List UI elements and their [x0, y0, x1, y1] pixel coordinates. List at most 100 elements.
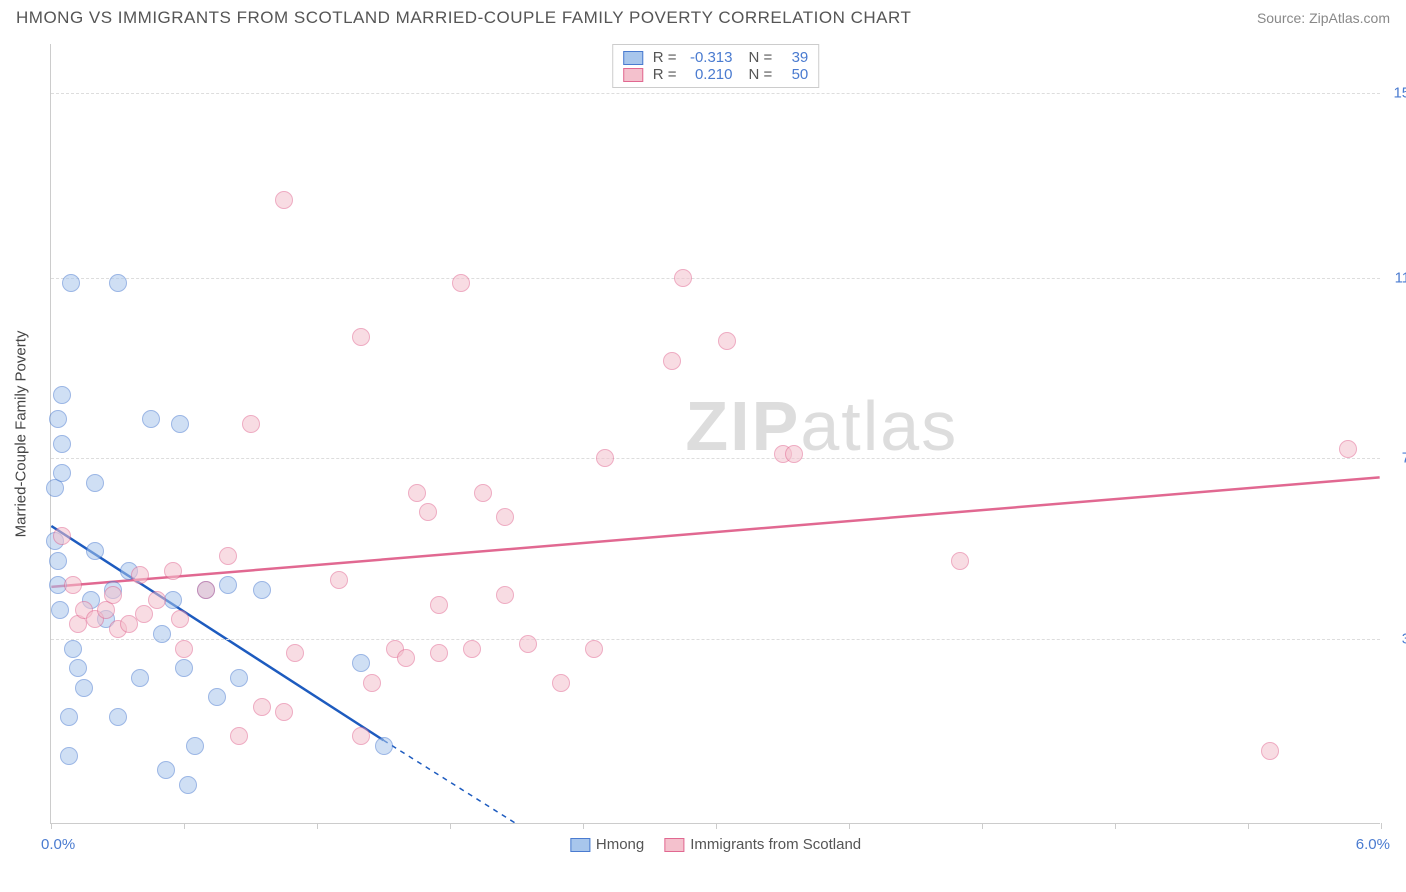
gridline [51, 93, 1380, 94]
legend-stat-row: R = -0.313 N = 39 [623, 49, 809, 66]
data-point [363, 674, 381, 692]
data-point [148, 591, 166, 609]
trend-line-extrapolated [383, 740, 538, 823]
data-point [463, 640, 481, 658]
n-label: N = [749, 66, 773, 83]
data-point [375, 737, 393, 755]
r-label: R = [653, 66, 677, 83]
gridline [51, 639, 1380, 640]
data-point [397, 649, 415, 667]
watermark-atlas: atlas [800, 387, 958, 465]
data-point [474, 484, 492, 502]
x-tick [1115, 823, 1116, 829]
x-tick [716, 823, 717, 829]
data-point [62, 274, 80, 292]
data-point [585, 640, 603, 658]
data-point [219, 547, 237, 565]
data-point [552, 674, 570, 692]
data-point [179, 776, 197, 794]
r-label: R = [653, 49, 677, 66]
x-tick [583, 823, 584, 829]
chart-container: HMONG VS IMMIGRANTS FROM SCOTLAND MARRIE… [0, 0, 1406, 892]
data-point [352, 727, 370, 745]
data-point [131, 669, 149, 687]
data-point [175, 640, 193, 658]
data-point [69, 659, 87, 677]
data-point [352, 328, 370, 346]
legend-item: Hmong [570, 836, 644, 853]
n-value: 39 [778, 49, 808, 66]
data-point [785, 445, 803, 463]
legend-stat-row: R =0.210N =50 [623, 66, 809, 83]
data-point [253, 698, 271, 716]
trend-lines [51, 44, 1380, 823]
data-point [53, 527, 71, 545]
data-point [208, 688, 226, 706]
source-label: Source: ZipAtlas.com [1257, 10, 1390, 26]
data-point [164, 562, 182, 580]
legend-swatch [623, 51, 643, 65]
data-point [60, 708, 78, 726]
data-point [64, 640, 82, 658]
data-point [60, 747, 78, 765]
data-point [49, 410, 67, 428]
legend-label: Hmong [596, 836, 644, 853]
r-value: -0.313 [683, 49, 733, 66]
data-point [131, 566, 149, 584]
x-tick [1248, 823, 1249, 829]
y-axis-title: Married-Couple Family Poverty [13, 330, 30, 537]
x-axis-max-label: 6.0% [1356, 836, 1390, 853]
data-point [352, 654, 370, 672]
data-point [197, 581, 215, 599]
legend-label: Immigrants from Scotland [690, 836, 861, 853]
data-point [951, 552, 969, 570]
data-point [408, 484, 426, 502]
data-point [157, 761, 175, 779]
data-point [242, 415, 260, 433]
data-point [75, 679, 93, 697]
data-point [164, 591, 182, 609]
data-point [86, 474, 104, 492]
y-tick-label: 7.5% [1386, 450, 1406, 467]
legend-swatch [623, 68, 643, 82]
gridline [51, 458, 1380, 459]
data-point [230, 669, 248, 687]
data-point [53, 386, 71, 404]
chart-title: HMONG VS IMMIGRANTS FROM SCOTLAND MARRIE… [16, 8, 911, 28]
data-point [430, 596, 448, 614]
data-point [51, 601, 69, 619]
legend-item: Immigrants from Scotland [664, 836, 861, 853]
header: HMONG VS IMMIGRANTS FROM SCOTLAND MARRIE… [16, 8, 1390, 28]
data-point [674, 269, 692, 287]
legend-swatch [664, 838, 684, 852]
data-point [49, 552, 67, 570]
y-tick-label: 11.2% [1386, 270, 1406, 287]
y-tick-label: 15.0% [1386, 84, 1406, 101]
data-point [452, 274, 470, 292]
n-value: 50 [778, 66, 808, 83]
data-point [53, 464, 71, 482]
data-point [86, 542, 104, 560]
data-point [286, 644, 304, 662]
x-tick [1381, 823, 1382, 829]
data-point [64, 576, 82, 594]
data-point [104, 586, 122, 604]
data-point [171, 415, 189, 433]
x-tick [51, 823, 52, 829]
data-point [253, 581, 271, 599]
data-point [496, 586, 514, 604]
x-tick [982, 823, 983, 829]
data-point [275, 703, 293, 721]
plot-area: Married-Couple Family Poverty ZIPatlas R… [50, 44, 1380, 824]
data-point [1261, 742, 1279, 760]
data-point [1339, 440, 1357, 458]
data-point [230, 727, 248, 745]
legend-series: Hmong Immigrants from Scotland [570, 836, 861, 853]
x-tick [184, 823, 185, 829]
trend-line [51, 477, 1379, 587]
data-point [330, 571, 348, 589]
data-point [186, 737, 204, 755]
data-point [718, 332, 736, 350]
n-label: N = [749, 49, 773, 66]
data-point [175, 659, 193, 677]
